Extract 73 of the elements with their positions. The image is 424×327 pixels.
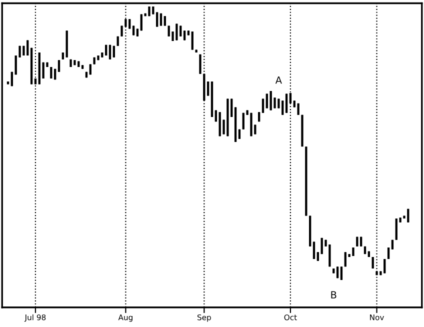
candlestick [180,25,182,37]
candlestick [372,257,374,269]
candlestick [226,98,229,137]
candlestick [191,30,194,50]
candlestick [10,71,14,87]
candlestick [50,66,52,78]
candlestick [70,58,72,68]
candlestick [132,25,135,36]
candlestick [164,16,166,26]
candlestick [93,56,96,65]
candlestick [128,18,131,30]
candlestick [282,100,284,116]
candlestick [26,40,29,56]
candlestick [140,14,142,32]
candlestick [301,114,304,148]
candlestick [74,60,76,66]
candlestick [62,52,64,60]
candlestick [391,239,394,250]
candlestick [316,252,319,262]
candlestick [183,30,186,41]
text: B [331,291,336,298]
candlestick [78,60,80,68]
candlestick [266,93,268,109]
candlestick [218,112,221,137]
candlestick [387,247,390,259]
candlestick [234,106,237,142]
candlestick [168,25,170,37]
candlestick [30,47,33,85]
annotation: A [275,76,282,84]
candlestick [38,52,40,85]
candlestick [308,215,312,247]
candlestick [360,236,362,247]
candlestick [238,128,241,140]
candlestick [97,54,100,61]
candlestick [320,237,323,255]
candlestick [344,252,346,268]
candlestick [395,218,398,240]
candlestick [328,244,331,268]
candlestick [352,247,354,256]
candlestick [101,52,104,58]
candlestick [210,81,214,118]
candlestick [250,112,252,137]
candlestick [407,208,410,223]
candlestick [285,93,288,114]
candlestick [340,266,343,281]
candlestick [270,90,272,111]
candlestick [242,112,244,130]
candlestick [214,110,217,122]
candlestick [66,30,68,58]
candlestick [187,30,190,36]
candlestick [116,36,119,46]
candlestick [305,146,308,216]
candlestick [136,28,139,37]
candlestick [58,60,60,72]
candlestick [207,80,210,96]
candlestick [81,64,84,70]
candlestick [262,98,264,114]
candlestick [54,68,56,80]
candlestick [148,6,150,17]
candlestick [258,112,260,122]
candlestick [297,102,300,116]
candlestick [336,266,339,279]
candlestick [199,54,202,74]
candlestick [176,23,178,41]
candlestick [112,45,116,58]
candlestick [156,12,158,28]
candlestick [108,44,112,60]
candlestick [105,44,108,56]
candlestick [312,241,316,260]
candlestick [160,12,162,26]
candlestick [89,64,92,76]
candlestick [384,258,386,274]
candlestick [356,236,358,247]
